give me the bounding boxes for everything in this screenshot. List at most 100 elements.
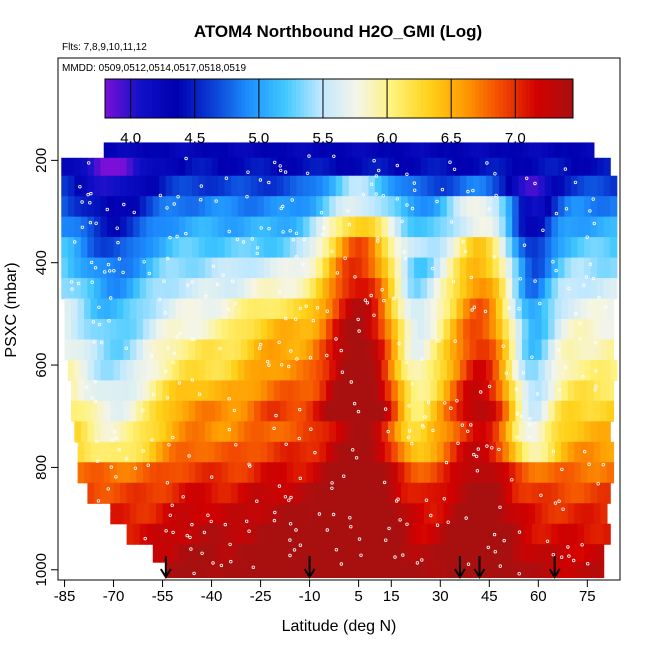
heatmap-cell <box>374 562 383 579</box>
heatmap-cell <box>394 523 402 545</box>
heatmap-cell <box>299 400 307 422</box>
heatmap-cell <box>329 237 337 259</box>
sample-point <box>273 510 277 515</box>
sample-point <box>528 422 532 426</box>
heatmap-cell <box>240 462 249 484</box>
sample-point <box>483 309 488 314</box>
sample-point <box>132 210 136 215</box>
sample-point <box>383 407 388 411</box>
heatmap-cell <box>394 237 402 259</box>
heatmap-cell <box>280 441 288 463</box>
heatmap-cell <box>267 462 275 484</box>
heatmap-cell <box>446 523 454 545</box>
heatmap-cell <box>329 157 337 177</box>
heatmap-cell <box>521 380 530 402</box>
sample-point <box>315 306 320 310</box>
colorbar-segment <box>381 79 387 118</box>
heatmap-cell <box>152 544 160 563</box>
heatmap-cell <box>554 339 562 361</box>
heatmap-cell <box>286 441 294 463</box>
heatmap-cell <box>515 380 523 402</box>
sample-point <box>89 191 93 196</box>
heatmap-cell <box>293 503 301 525</box>
colorbar-segment <box>561 79 566 118</box>
heatmap-cell <box>577 359 585 382</box>
heatmap-cell <box>361 562 369 579</box>
heatmap-cell <box>361 523 369 545</box>
heatmap-cell <box>296 544 304 563</box>
dates-note: MMDD: 0509,0512,0514,0517,0518,0519 <box>62 63 246 74</box>
heatmap-cell <box>378 400 386 422</box>
heatmap-cell <box>139 175 147 197</box>
heatmap-cell <box>437 142 445 159</box>
heatmap-cell <box>381 278 389 300</box>
heatmap-cell <box>410 400 419 422</box>
heatmap-cell <box>535 400 543 422</box>
heatmap-cell <box>443 503 451 525</box>
heatmap-cell <box>348 257 356 279</box>
sample-point <box>492 255 496 259</box>
heatmap-cell <box>374 544 383 563</box>
heatmap-cell <box>191 237 200 259</box>
heatmap-cell <box>355 278 363 300</box>
sample-point <box>88 220 93 225</box>
heatmap-cell <box>420 421 428 443</box>
heatmap-cell <box>107 482 115 504</box>
heatmap-cell <box>159 175 167 197</box>
colorbar-segment <box>327 79 332 118</box>
heatmap-cell <box>456 319 464 341</box>
heatmap-cell <box>270 278 278 300</box>
sample-point <box>446 520 450 524</box>
heatmap-cell <box>433 216 441 238</box>
heatmap-cell <box>172 278 180 300</box>
heatmap-cell <box>577 562 585 579</box>
sample-point <box>573 311 578 316</box>
heatmap-cell <box>453 278 461 300</box>
heatmap-cell <box>152 278 160 300</box>
heatmap-cell <box>136 298 144 320</box>
x-axis: -85 -70 -55 -40 -25 -10 5 15 30 45 60 75 <box>54 580 596 605</box>
sample-point <box>185 533 189 538</box>
heatmap-cell <box>306 339 314 361</box>
heatmap-cell <box>169 400 177 422</box>
heatmap-cell <box>368 175 376 197</box>
colorbar-segment <box>284 79 289 118</box>
heatmap-cell <box>378 462 386 484</box>
heatmap-cell <box>463 142 471 159</box>
heatmap-cell <box>368 196 376 218</box>
colorbar-segment <box>428 79 434 118</box>
heatmap-cell <box>159 523 167 545</box>
heatmap-cell <box>437 441 445 463</box>
heatmap-cell <box>267 503 275 525</box>
heatmap-cell <box>322 562 330 579</box>
colorbar-segment <box>323 79 328 118</box>
heatmap-cell <box>133 421 141 443</box>
heatmap-cell <box>544 257 552 279</box>
sample-point <box>267 226 271 231</box>
heatmap-cell <box>84 441 92 463</box>
heatmap-cell <box>564 359 572 382</box>
heatmap-cell <box>430 462 438 484</box>
heatmap-cell <box>335 482 343 504</box>
heatmap-cell <box>423 503 432 525</box>
heatmap-cell <box>401 257 409 279</box>
heatmap-cell <box>388 421 396 443</box>
heatmap-cell <box>502 380 510 402</box>
heatmap-cell <box>587 142 595 159</box>
heatmap-cell <box>384 319 392 341</box>
sample-point <box>330 486 334 490</box>
sample-point <box>97 519 101 523</box>
heatmap-cell <box>263 359 271 382</box>
heatmap-cell <box>593 441 601 463</box>
heatmap-cell <box>525 359 533 382</box>
heatmap-cell <box>482 142 490 159</box>
heatmap-cell <box>87 157 95 177</box>
heatmap-cell <box>590 482 598 504</box>
heatmap-cell <box>368 544 376 563</box>
heatmap-cell <box>146 257 154 279</box>
heatmap-cell <box>368 216 376 238</box>
heatmap-cell <box>312 142 320 159</box>
heatmap-cell <box>365 142 373 159</box>
heatmap-cell <box>525 257 533 279</box>
heatmap-cell <box>211 196 219 218</box>
